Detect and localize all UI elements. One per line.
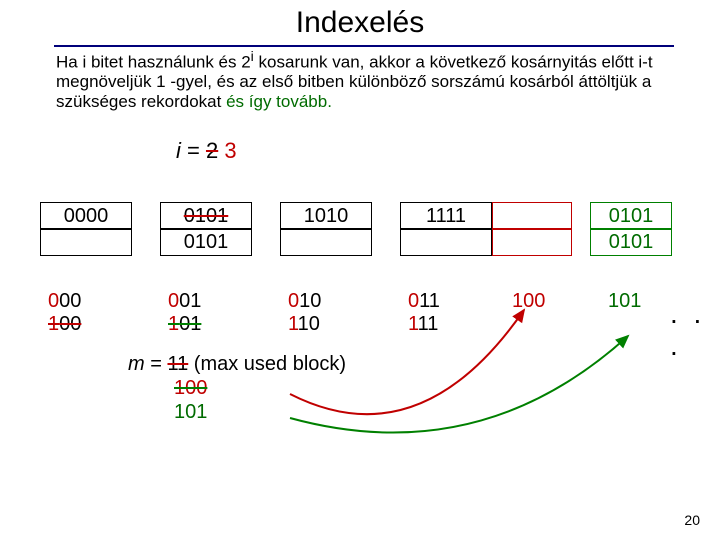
- rest: 11: [418, 313, 439, 335]
- pfx: 0: [48, 290, 59, 312]
- rest: 10: [298, 313, 320, 335]
- bucket-0-label-2: 100: [48, 313, 81, 336]
- rest: 01: [179, 313, 201, 335]
- bucket-4-row-1: [492, 228, 572, 256]
- rest: 11: [419, 290, 440, 312]
- bucket-1-row-0: 0101: [160, 202, 252, 230]
- rest: 00: [59, 313, 81, 335]
- m-line-1: m = 11 (max used block): [128, 352, 346, 376]
- para-tail: és így tovább.: [226, 92, 332, 111]
- bucket-2-label-2: 110: [288, 313, 321, 336]
- bucket-1-label-1: 001: [168, 290, 201, 313]
- m-var: m: [128, 353, 145, 375]
- pfx: 1: [168, 313, 179, 335]
- pfx: 0: [168, 290, 179, 312]
- pfx: 0: [408, 290, 419, 312]
- rest: 10: [299, 290, 321, 312]
- bucket-0-label-1: 000: [48, 290, 81, 313]
- bucket-5-row-1: 0101: [590, 228, 672, 256]
- i-new: 3: [224, 138, 236, 163]
- pfx: 1: [48, 313, 59, 335]
- title-underline: [54, 45, 674, 47]
- bucket-0-row-0: 0000: [40, 202, 132, 230]
- pfx: 1: [288, 313, 298, 335]
- m-old: 11: [167, 353, 188, 375]
- val: 0101: [184, 205, 229, 227]
- m-eq: =: [145, 353, 168, 375]
- bucket-0-labels: 000 100: [48, 290, 81, 336]
- bucket-5-row-0: 0101: [590, 202, 672, 230]
- m-equation: m = 11 (max used block) 100 101: [128, 352, 346, 424]
- m-paren: (max used block): [188, 353, 346, 375]
- i-equation: i = 2 3: [176, 138, 237, 164]
- bucket-2-labels: 010 110: [288, 290, 321, 336]
- bucket-4-row-0: [492, 202, 572, 230]
- description-paragraph: Ha i bitet használunk és 2i kosarunk van…: [56, 49, 666, 111]
- bucket-0-row-1: [40, 228, 132, 256]
- bucket-1-label-2: 101: [168, 313, 201, 336]
- bucket-1-labels: 001 101: [168, 290, 201, 336]
- bucket-1-row-1: 0101: [160, 228, 252, 256]
- m-v2: 100: [174, 377, 207, 399]
- slide-number: 20: [684, 512, 700, 528]
- page-title: Indexelés: [0, 6, 720, 40]
- ellipsis: . . .: [670, 298, 720, 362]
- bucket-3-label-2: 111: [408, 313, 440, 336]
- bucket-3-row-1: [400, 228, 492, 256]
- bucket-3-labels: 011 111: [408, 290, 440, 336]
- bucket-2-label-1: 010: [288, 290, 321, 313]
- bucket-2-row-1: [280, 228, 372, 256]
- rest: 01: [179, 290, 201, 312]
- bucket-3-label-1: 011: [408, 290, 440, 313]
- bucket-2-row-0: 1010: [280, 202, 372, 230]
- m-line-2: 100: [128, 376, 346, 400]
- bucket-4-label: 100: [512, 290, 545, 313]
- m-line-3: 101: [128, 400, 346, 424]
- pfx: 1: [408, 313, 418, 335]
- para-pre: Ha i bitet használunk és 2: [56, 53, 251, 72]
- rest: 00: [59, 290, 81, 312]
- i-old: 2: [206, 138, 218, 163]
- pfx: 0: [288, 290, 299, 312]
- i-eq: =: [181, 138, 206, 163]
- bucket-3-row-0: 1111: [400, 202, 492, 230]
- bucket-5-label: 101: [608, 290, 641, 313]
